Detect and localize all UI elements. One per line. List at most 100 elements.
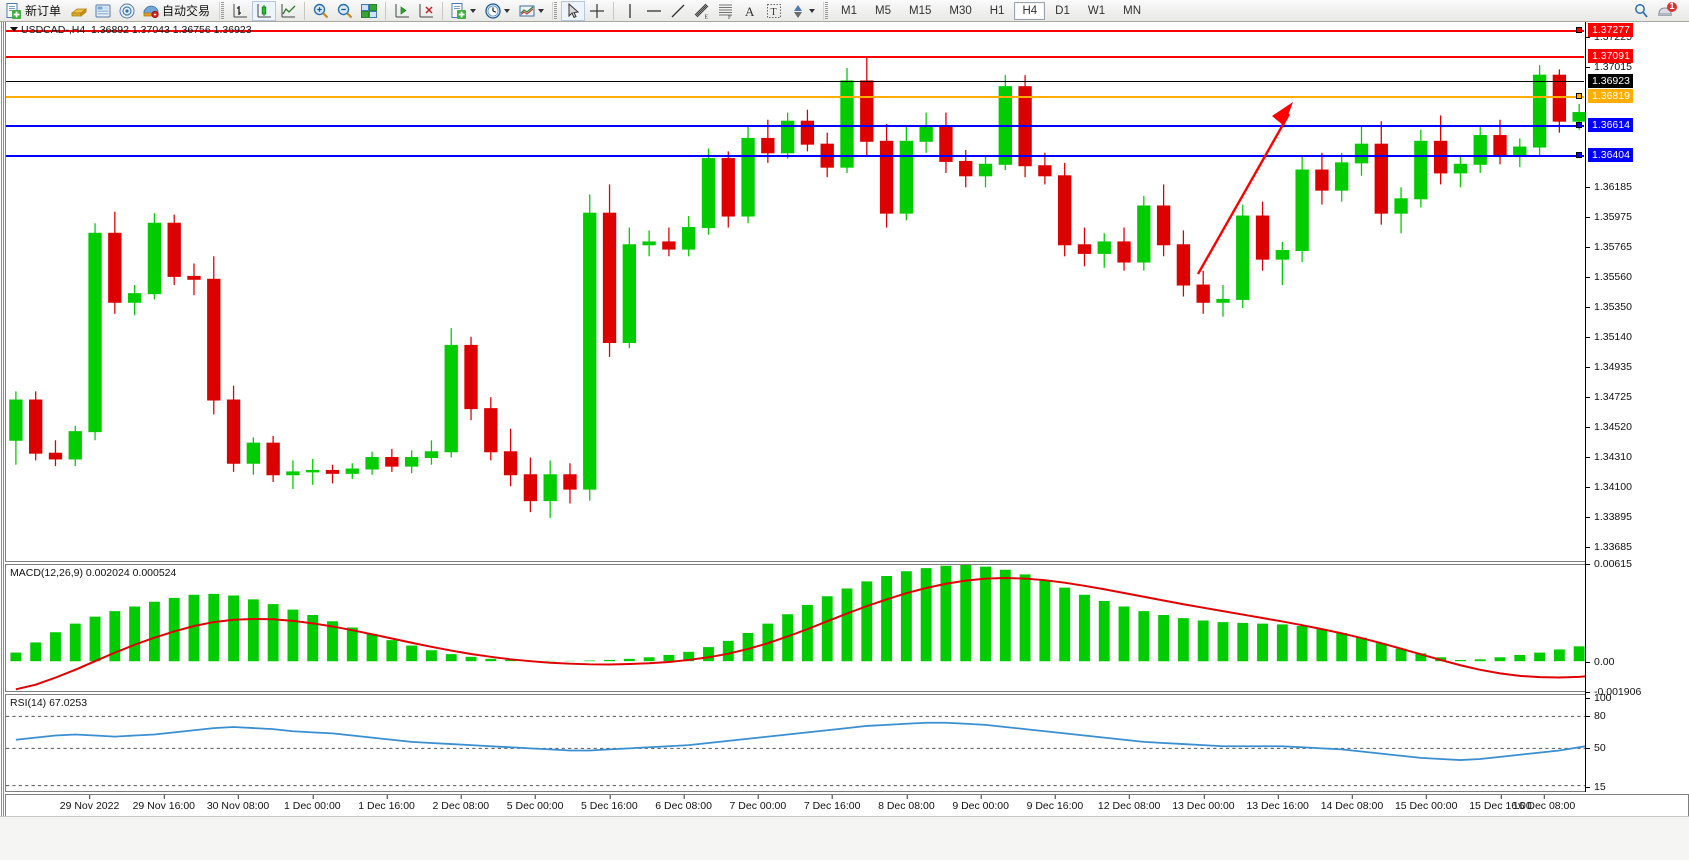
terminal-icon	[142, 2, 160, 20]
candle-body	[1473, 135, 1487, 165]
navigator-button[interactable]	[115, 1, 139, 21]
candle-body	[563, 474, 577, 490]
price-level-badge[interactable]: 1.37277	[1588, 22, 1633, 37]
price-tick: 1.36185	[1586, 181, 1632, 193]
crosshair-tool-button[interactable]	[585, 1, 609, 21]
tile-windows-button[interactable]	[357, 1, 381, 21]
candle-body	[780, 120, 795, 154]
price-tick: 1.37015	[1586, 61, 1632, 73]
templates-button[interactable]	[515, 1, 549, 21]
price-level-handle[interactable]	[1576, 152, 1582, 159]
price-level-handle[interactable]	[1576, 26, 1582, 33]
price-chart-pane[interactable]: USDCAD-,H4 1.36892 1.37043 1.36756 1.369…	[5, 22, 1689, 562]
candle-body	[1117, 241, 1131, 263]
macd-indicator-pane[interactable]: MACD(12,26,9) 0.002024 0.000524	[5, 564, 1689, 692]
zoom-in-button[interactable]	[309, 1, 333, 21]
terminal-button[interactable]: 自动交易	[139, 1, 216, 21]
candle-body	[523, 474, 538, 502]
candle-body	[266, 442, 280, 476]
chart-dropdown-icon[interactable]	[10, 27, 18, 32]
price-scale[interactable]: 1.37225 1.37015 1.36185 1.35975 1.35765 1.355…	[1585, 22, 1689, 793]
bar-chart-button[interactable]	[228, 1, 252, 21]
timeframe-m5[interactable]: M5	[875, 4, 891, 17]
line-chart-button[interactable]	[276, 1, 300, 21]
candle-body	[1196, 284, 1210, 303]
equidistant-channel-button[interactable]: E	[690, 1, 714, 21]
notification-count: 1	[1669, 0, 1675, 11]
time-scale[interactable]: 29 Nov 2022 29 Nov 16:00 30 Nov 08:00 1 Dec…	[5, 794, 1689, 816]
rsi-indicator-pane[interactable]: RSI(14) 67.0253	[5, 694, 1689, 792]
candle-body	[1374, 143, 1388, 214]
trendline-button[interactable]	[666, 1, 690, 21]
price-tick: 1.35350	[1586, 301, 1632, 313]
search-button[interactable]	[1629, 1, 1653, 21]
price-level-line[interactable]	[6, 80, 1584, 82]
timeframe-m1[interactable]: M1	[841, 4, 858, 17]
candle-body	[286, 471, 300, 476]
timeframe-mn[interactable]: MN	[1123, 4, 1141, 17]
text-label-button[interactable]: T	[762, 1, 786, 21]
price-level-badge[interactable]: 1.36819	[1588, 88, 1633, 103]
candle-body	[365, 457, 379, 470]
periodicity-button[interactable]	[481, 1, 515, 21]
timeframe-d1[interactable]: D1	[1055, 4, 1070, 17]
candle-body	[1236, 215, 1250, 300]
candle-body	[207, 278, 221, 401]
candle-body	[1453, 163, 1468, 174]
timeframe-h4[interactable]: H4	[1014, 1, 1046, 20]
candle-body	[464, 344, 478, 410]
price-level-badge[interactable]: 1.36923	[1588, 73, 1633, 88]
auto-scroll-button[interactable]	[414, 1, 438, 21]
auto-scroll-icon	[417, 2, 435, 20]
horizontal-line-button[interactable]	[642, 1, 666, 21]
arrows-button[interactable]	[786, 1, 820, 21]
shift-chart-button[interactable]	[390, 1, 414, 21]
candlestick-chart-button[interactable]	[252, 0, 277, 21]
candle-body	[68, 431, 82, 460]
indicators-button[interactable]	[447, 1, 481, 21]
candle-body	[1295, 169, 1309, 252]
timeframe-w1[interactable]: W1	[1087, 4, 1106, 17]
zoom-out-icon	[336, 2, 354, 20]
price-level-line[interactable]	[6, 29, 1584, 32]
data-window-button[interactable]	[67, 1, 91, 21]
indicators-dropdown-arrow[interactable]	[470, 8, 477, 13]
market-watch-button[interactable]	[91, 1, 115, 21]
zoom-out-button[interactable]	[333, 1, 357, 21]
time-tick: 29 Nov 16:00	[132, 795, 196, 812]
macd-series	[10, 565, 1664, 691]
price-level-handle[interactable]	[1576, 92, 1582, 99]
rsi-tick: 15	[1586, 781, 1606, 793]
timeframe-m15[interactable]: M15	[909, 4, 932, 17]
cursor-tool-button[interactable]	[561, 0, 586, 21]
price-level-handle[interactable]	[1576, 122, 1582, 129]
notifications-button[interactable]: 1	[1653, 1, 1687, 21]
price-tick: 1.34520	[1586, 421, 1632, 433]
toolbar-divider-1	[304, 1, 306, 20]
fibonacci-button[interactable]: F	[714, 1, 738, 21]
trend-arrow-annotation[interactable]	[1194, 98, 1304, 278]
timeframe-h1[interactable]: H1	[989, 4, 1005, 17]
time-tick: 6 Dec 08:00	[655, 795, 712, 812]
price-level-line[interactable]	[6, 155, 1584, 158]
price-level-line[interactable]	[6, 56, 1584, 59]
periodicity-dropdown-arrow[interactable]	[504, 8, 511, 13]
price-tick: 1.35975	[1586, 211, 1632, 223]
text-tool-button[interactable]: A	[738, 1, 762, 21]
templates-dropdown-arrow[interactable]	[538, 8, 545, 13]
price-level-badge[interactable]: 1.36614	[1588, 118, 1633, 133]
price-tick: 1.34935	[1586, 361, 1632, 373]
price-level-line[interactable]	[6, 125, 1584, 128]
svg-text:A: A	[745, 4, 755, 19]
price-level-badge[interactable]: 1.37091	[1588, 49, 1633, 64]
arrows-dropdown-arrow[interactable]	[809, 8, 816, 13]
timeframe-m30[interactable]: M30	[949, 4, 972, 17]
fibonacci-icon: F	[717, 2, 735, 21]
new-order-button[interactable]: 新订单	[2, 1, 67, 21]
candle-body	[701, 158, 716, 229]
time-tick: 14 Dec 08:00	[1320, 795, 1384, 812]
candle-body	[127, 293, 142, 303]
vertical-line-button[interactable]	[618, 1, 642, 21]
price-level-badge[interactable]: 1.36404	[1588, 148, 1633, 163]
price-level-line[interactable]	[6, 95, 1584, 98]
